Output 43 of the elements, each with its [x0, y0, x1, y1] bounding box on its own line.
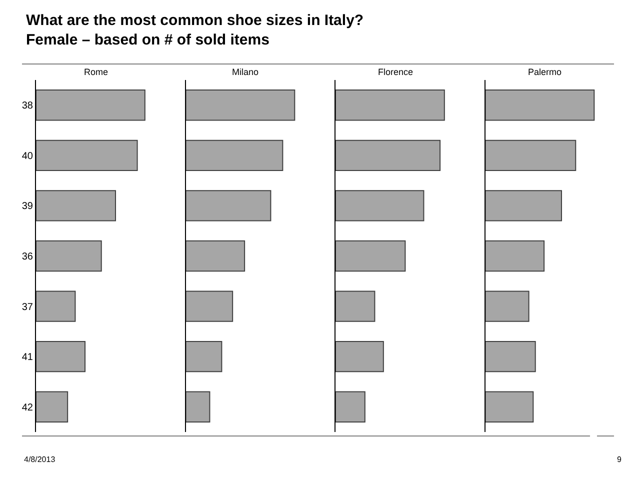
y-tick-label: 39 — [22, 201, 34, 212]
bar — [485, 340, 536, 372]
bar — [186, 391, 210, 422]
bar — [36, 190, 116, 222]
bar — [336, 140, 441, 172]
bar — [186, 240, 246, 272]
bar — [485, 90, 595, 121]
bar — [186, 190, 272, 222]
bar — [186, 90, 296, 121]
text: 9 — [617, 455, 622, 464]
y-tick-label: 36 — [22, 252, 34, 262]
bar — [336, 240, 406, 272]
bar — [36, 240, 102, 272]
bar — [485, 391, 534, 422]
bar — [485, 190, 562, 222]
y-tick-label: 38 — [22, 100, 34, 112]
chart-title: Milano — [232, 67, 259, 77]
bar — [186, 140, 284, 172]
bar — [336, 90, 445, 121]
text: 4/8/2013 — [24, 455, 56, 464]
bar — [336, 190, 424, 222]
bar — [485, 240, 545, 272]
chart-title: Florence — [378, 67, 414, 77]
bar — [336, 340, 384, 372]
bar — [485, 140, 576, 172]
bar — [186, 340, 222, 372]
text: Female – based on # of sold items — [26, 32, 270, 48]
bar — [36, 340, 86, 372]
chart-title: Rome — [84, 67, 108, 77]
chart-title: Palermo — [528, 67, 562, 77]
bar — [36, 90, 146, 121]
y-tick-label: 40 — [22, 150, 34, 162]
y-tick-label: 42 — [22, 402, 34, 414]
bar — [336, 290, 376, 322]
y-tick-label: 37 — [22, 302, 34, 313]
bar — [485, 290, 530, 322]
bar — [36, 290, 76, 322]
bar — [36, 391, 68, 422]
y-tick-label: 41 — [22, 352, 34, 364]
text: What are the most common shoe sizes in Italy? — [26, 12, 364, 29]
bar — [336, 391, 366, 422]
bar — [36, 140, 138, 172]
bar — [186, 290, 234, 322]
